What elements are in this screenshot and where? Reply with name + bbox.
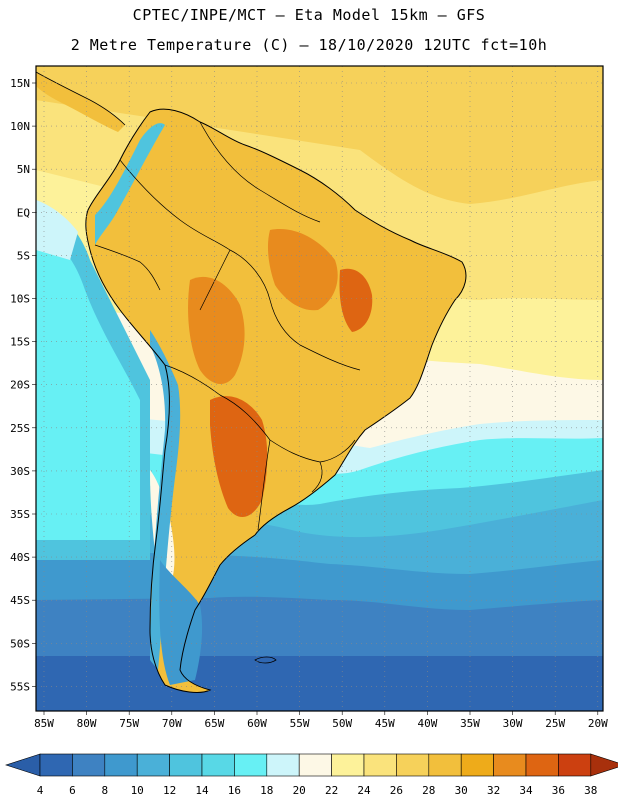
pacific-cool-inner	[36, 230, 140, 540]
colorbar-label: 32	[487, 784, 500, 797]
longitude-labels: 85W 80W 75W 70W 65W 60W 55W 50W 45W 40W 35W 30W 25W 2…	[34, 717, 608, 730]
andes-north-cold	[95, 123, 165, 245]
colorbar-swatch	[396, 753, 430, 777]
colorbar-label: 6	[69, 784, 76, 797]
colorbar-label: 12	[163, 784, 176, 797]
colorbar-label: 28	[422, 784, 435, 797]
lon-label: 65W	[204, 717, 224, 730]
andes-south-cold	[150, 330, 181, 670]
lat-label: 35S	[10, 508, 30, 521]
colorbar-label: 36	[552, 784, 565, 797]
lat-label: 50S	[10, 637, 30, 650]
colorbar-swatch	[39, 753, 73, 777]
country-borders	[94, 121, 361, 531]
lon-label: 75W	[119, 717, 139, 730]
colorbar-swatch	[363, 753, 397, 777]
lon-label: 40W	[417, 717, 437, 730]
lon-label: 55W	[290, 717, 310, 730]
continent-south-america	[85, 109, 466, 693]
lat-label: 45S	[10, 594, 30, 607]
latitude-labels: 15N 10N 5N EQ 5S 10S 15S 20S 25S 30S 35S 40S 45S 50S 5…	[10, 77, 30, 693]
colorbar-label: 22	[325, 784, 338, 797]
lon-label: 85W	[34, 717, 54, 730]
hot-core-tocantins	[339, 268, 373, 332]
lat-label: 25S	[10, 422, 30, 435]
lat-label: 15N	[10, 77, 30, 90]
map-frame	[35, 65, 604, 712]
colorbar-swatch	[266, 753, 300, 777]
lat-label: 30S	[10, 465, 30, 478]
hot-core-bolivia	[188, 276, 245, 385]
lat-label: EQ	[17, 206, 30, 219]
colorbar-swatch	[331, 753, 365, 777]
lat-label: 20S	[10, 379, 30, 392]
colorbar-label: 38	[584, 784, 597, 797]
central-america-coast	[36, 71, 126, 126]
graticule	[32, 66, 603, 715]
lat-label: 55S	[10, 680, 30, 693]
falklands-outline	[254, 656, 277, 664]
colorbar-swatch	[136, 753, 170, 777]
colorbar-label: 30	[455, 784, 468, 797]
map-field	[36, 66, 603, 711]
colorbar-swatch	[558, 753, 592, 777]
title-line-2: 2 Metre Temperature (C) – 18/10/2020 12U…	[70, 36, 548, 54]
lon-label: 20W	[588, 717, 608, 730]
colorbar-swatch	[234, 753, 268, 777]
lat-label: 5N	[17, 163, 30, 176]
lon-label: 50W	[332, 717, 352, 730]
colorbar-label: 34	[519, 784, 533, 797]
colorbar-swatch	[201, 753, 235, 777]
patagonia-cold	[159, 560, 203, 685]
colorbar-label: 10	[131, 784, 144, 797]
lat-label: 5S	[17, 249, 30, 262]
colorbar-swatch	[169, 753, 203, 777]
lon-label: 35W	[460, 717, 480, 730]
colorbar-swatch	[525, 753, 559, 777]
colorbar-label: 26	[390, 784, 403, 797]
colorbar-label: 20	[293, 784, 306, 797]
colorbar-swatch	[298, 753, 332, 777]
coastline	[85, 108, 467, 693]
lon-label: 80W	[77, 717, 97, 730]
lat-label: 40S	[10, 551, 30, 564]
colorbar-label: 16	[228, 784, 241, 797]
lon-label: 70W	[162, 717, 182, 730]
lon-label: 30W	[503, 717, 523, 730]
colorbar-label: 14	[195, 784, 209, 797]
lat-label: 10N	[10, 120, 30, 133]
title-line-1: CPTEC/INPE/MCT – Eta Model 15km – GFS	[132, 6, 486, 24]
lon-label: 60W	[247, 717, 267, 730]
colorbar	[5, 753, 618, 777]
lat-label: 15S	[10, 336, 30, 349]
colorbar-swatch	[72, 753, 106, 777]
lon-label: 45W	[375, 717, 395, 730]
lon-label: 25W	[545, 717, 565, 730]
central-america	[36, 72, 125, 132]
pacific-equatorial-band	[36, 200, 78, 260]
hot-core-amazon	[267, 229, 338, 311]
colorbar-swatch	[493, 753, 527, 777]
lat-label: 10S	[10, 293, 30, 306]
hot-core-chaco	[210, 396, 268, 518]
colorbar-labels: 4 6 8 10 12 14 16 18 20 22 24 26 28 30 32 34 36 38	[37, 784, 598, 797]
colorbar-label: 8	[101, 784, 108, 797]
colorbar-label: 24	[357, 784, 371, 797]
colorbar-high-arrow	[590, 753, 618, 777]
colorbar-low-arrow	[5, 753, 41, 777]
colorbar-swatch	[460, 753, 494, 777]
colorbar-label: 18	[260, 784, 273, 797]
colorbar-label: 4	[37, 784, 44, 797]
colorbar-swatch	[104, 753, 138, 777]
colorbar-swatch	[428, 753, 462, 777]
